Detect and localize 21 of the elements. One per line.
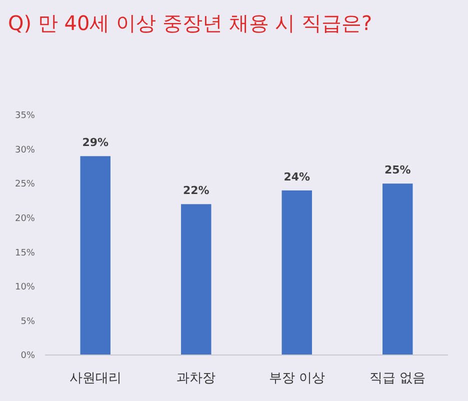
bar <box>382 184 413 355</box>
bar <box>282 190 312 355</box>
bar <box>181 204 212 355</box>
y-tick-label: 20% <box>14 214 36 224</box>
y-tick-label: 0% <box>20 351 36 362</box>
data-label: 29% <box>82 136 109 150</box>
x-tick-label: 사원대리 <box>69 371 122 386</box>
y-tick-label: 10% <box>14 282 36 293</box>
y-tick-label: 35% <box>14 111 36 122</box>
y-tick-label: 5% <box>20 316 36 327</box>
y-tick-label: 15% <box>14 248 36 258</box>
data-label: 24% <box>284 170 310 184</box>
data-label: 22% <box>182 184 210 198</box>
x-tick-label: 직급 없음 <box>370 371 426 386</box>
x-tick-label: 부장 이상 <box>268 371 325 386</box>
data-label: 25% <box>384 164 411 177</box>
y-tick-label: 25% <box>14 180 36 190</box>
bar <box>80 156 110 355</box>
chart-title: Q) 만 40세 이상 중장년 채용 시 직급은? <box>8 11 372 35</box>
y-tick-label: 30% <box>14 145 36 156</box>
x-tick-label: 과차장 <box>176 371 216 386</box>
